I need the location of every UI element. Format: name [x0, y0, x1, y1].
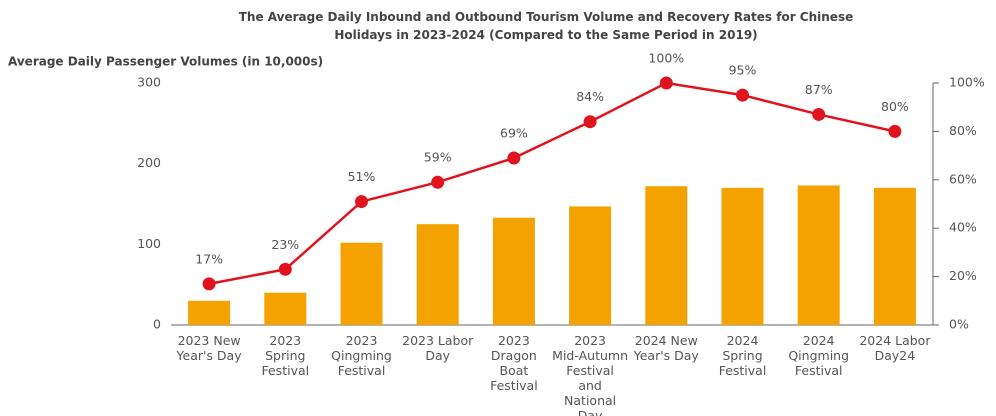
y-tick-label: 0	[153, 317, 161, 332]
x-tick-label: 2024 Labor Day24	[859, 333, 931, 363]
point	[888, 124, 902, 138]
point	[659, 76, 673, 90]
bar	[188, 300, 231, 325]
y-tick-label: 300	[137, 75, 161, 90]
point	[278, 262, 292, 276]
data-label: 80%	[881, 99, 909, 114]
x-tick-label: 2023 New Year's Day	[176, 333, 243, 363]
x-tick-label: 2023 Spring Festival	[261, 333, 309, 378]
bar	[721, 187, 764, 325]
data-label: 23%	[271, 237, 299, 252]
data-label: 87%	[805, 82, 833, 97]
point	[507, 151, 521, 165]
bar	[645, 186, 688, 325]
line	[208, 81, 896, 286]
data-label: 59%	[424, 150, 452, 165]
point	[583, 115, 597, 129]
data-label: 17%	[195, 251, 223, 266]
point	[736, 88, 749, 102]
bar	[264, 292, 307, 325]
x-tick-label: 2023 Dragon Boat Festival	[490, 333, 538, 393]
y-tick-label: 200	[137, 155, 161, 170]
y2-tick-label: 60%	[949, 171, 977, 186]
x-tick-label: 2024 Qingming Festival	[788, 333, 849, 378]
chart-title: The Average Daily Inbound and Outbound T…	[239, 10, 853, 42]
y2-tick-label: 20%	[949, 268, 977, 283]
point	[812, 107, 826, 121]
data-label: 95%	[729, 63, 757, 78]
x-tick-label: 2024 New Year's Day	[633, 333, 700, 363]
y2-tick-label: 40%	[949, 220, 977, 235]
x-tick-label: 2024 Spring Festival	[719, 333, 767, 378]
data-label: 100%	[648, 51, 684, 66]
point	[202, 277, 216, 291]
bar	[797, 185, 840, 325]
bar	[873, 187, 916, 325]
bar	[569, 206, 612, 325]
bar	[340, 242, 383, 325]
x-tick-label: 2023 Qingming Festival	[331, 333, 392, 378]
y2-tick-label: 0%	[949, 317, 969, 332]
y-axis-title: Average Daily Passenger Volumes (in 10,0…	[8, 55, 323, 69]
data-label: 84%	[576, 89, 604, 104]
x-tick-label: 2023 Labor Day	[402, 333, 474, 363]
bar	[416, 224, 459, 325]
x-tick-label: 2023 Mid-Autumn Festival and National Day	[552, 333, 628, 416]
data-label: 51%	[348, 169, 376, 184]
y-tick-label: 100	[137, 236, 161, 251]
y2-tick-label: 80%	[949, 123, 977, 138]
bar	[492, 217, 535, 325]
point	[431, 175, 445, 189]
data-label: 69%	[500, 126, 528, 141]
point	[355, 195, 368, 209]
y2-tick-label: 100%	[949, 75, 985, 90]
